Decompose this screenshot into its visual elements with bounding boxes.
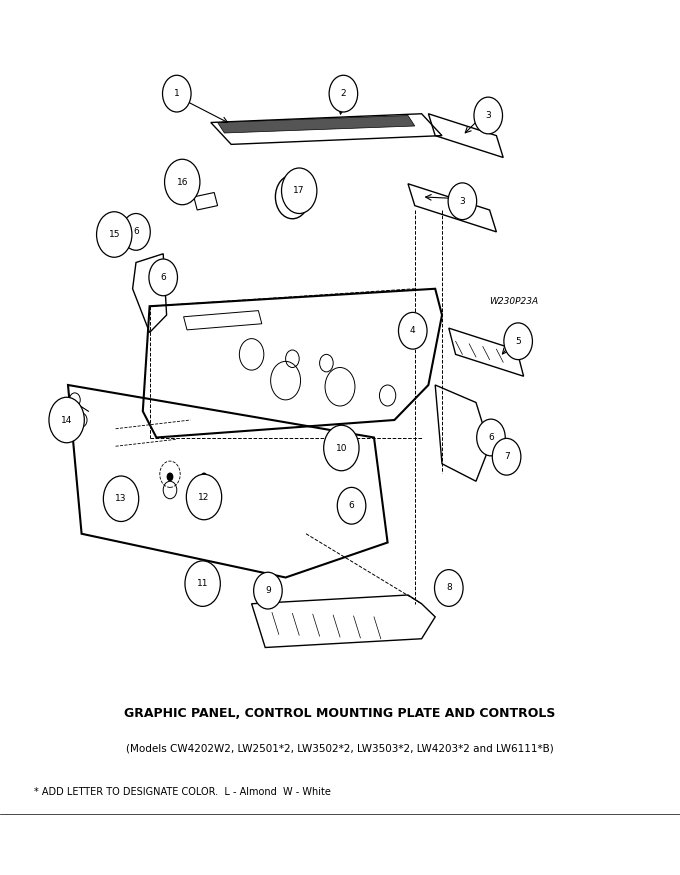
Circle shape	[477, 419, 505, 456]
Text: 7: 7	[504, 452, 509, 461]
Circle shape	[448, 183, 477, 220]
Text: 10: 10	[336, 444, 347, 452]
Text: 4: 4	[410, 326, 415, 335]
Circle shape	[398, 312, 427, 349]
Text: 3: 3	[486, 111, 491, 120]
Text: 14: 14	[61, 416, 72, 424]
Circle shape	[167, 473, 173, 481]
Text: 8: 8	[446, 584, 452, 592]
Circle shape	[49, 397, 84, 443]
Text: * ADD LETTER TO DESIGNATE COLOR.  L - Almond  W - White: * ADD LETTER TO DESIGNATE COLOR. L - Alm…	[34, 787, 331, 797]
Circle shape	[337, 487, 366, 524]
Text: (Models CW4202W2, LW2501*2, LW3502*2, LW3503*2, LW4203*2 and LW6111*B): (Models CW4202W2, LW2501*2, LW3502*2, LW…	[126, 743, 554, 753]
Text: 6: 6	[349, 501, 354, 510]
Text: 2: 2	[341, 89, 346, 98]
Text: 5: 5	[515, 337, 521, 346]
Circle shape	[324, 425, 359, 471]
Text: W230P23A: W230P23A	[490, 298, 539, 306]
Circle shape	[254, 572, 282, 609]
Text: 9: 9	[265, 586, 271, 595]
Circle shape	[474, 97, 503, 134]
Text: 6: 6	[488, 433, 494, 442]
Text: 17: 17	[294, 186, 305, 195]
Text: 15: 15	[109, 230, 120, 239]
Text: 11: 11	[197, 579, 208, 588]
Circle shape	[97, 212, 132, 257]
Circle shape	[149, 259, 177, 296]
Circle shape	[122, 214, 150, 250]
Text: 6: 6	[160, 273, 166, 282]
Circle shape	[103, 476, 139, 522]
Circle shape	[504, 323, 532, 360]
Text: 16: 16	[177, 178, 188, 186]
Text: 1: 1	[174, 89, 180, 98]
Text: 3: 3	[460, 197, 465, 206]
Circle shape	[201, 473, 207, 481]
Circle shape	[163, 75, 191, 112]
Circle shape	[492, 438, 521, 475]
Text: GRAPHIC PANEL, CONTROL MOUNTING PLATE AND CONTROLS: GRAPHIC PANEL, CONTROL MOUNTING PLATE AN…	[124, 707, 556, 719]
Text: 6: 6	[133, 228, 139, 236]
Circle shape	[435, 570, 463, 606]
Circle shape	[329, 75, 358, 112]
Text: 12: 12	[199, 493, 209, 501]
Circle shape	[165, 159, 200, 205]
Text: 13: 13	[116, 494, 126, 503]
Circle shape	[185, 561, 220, 606]
Circle shape	[282, 168, 317, 214]
Circle shape	[186, 474, 222, 520]
Polygon shape	[218, 116, 415, 133]
